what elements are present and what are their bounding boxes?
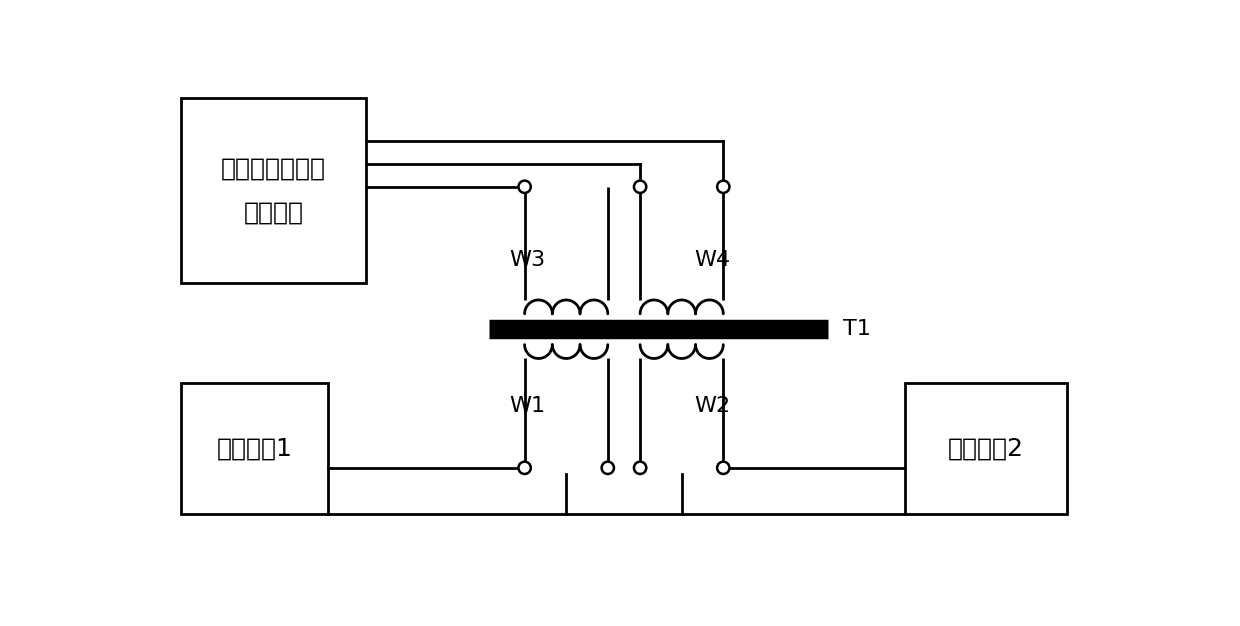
Text: T1: T1	[843, 319, 872, 339]
Polygon shape	[181, 383, 327, 514]
Circle shape	[717, 181, 729, 193]
Text: W2: W2	[694, 396, 730, 416]
Text: 高压直流断路器: 高压直流断路器	[221, 157, 326, 181]
Circle shape	[717, 461, 729, 474]
Text: W1: W1	[510, 396, 546, 416]
Text: 供能电源2: 供能电源2	[947, 436, 1024, 461]
Text: 供能电源1: 供能电源1	[217, 436, 293, 461]
Circle shape	[518, 461, 531, 474]
Circle shape	[634, 461, 646, 474]
Polygon shape	[181, 98, 366, 283]
Text: 冗余电源: 冗余电源	[243, 200, 304, 224]
Circle shape	[634, 181, 646, 193]
Text: W4: W4	[694, 250, 730, 270]
Circle shape	[601, 461, 614, 474]
Circle shape	[518, 181, 531, 193]
Text: W3: W3	[510, 250, 546, 270]
Polygon shape	[905, 383, 1066, 514]
